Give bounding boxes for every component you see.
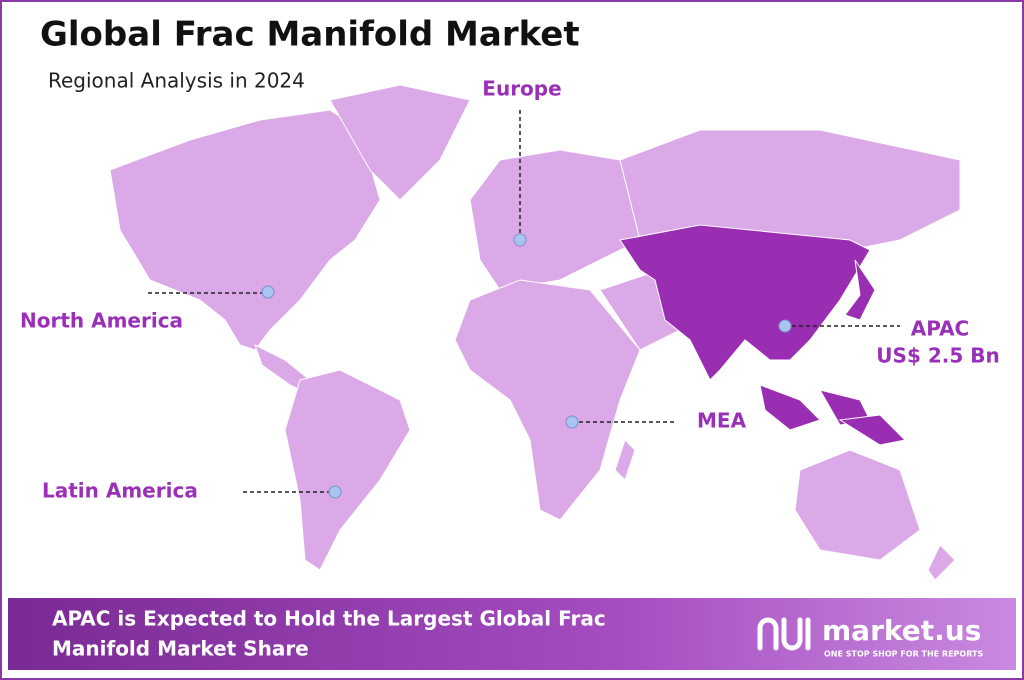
region-label: Latin America bbox=[42, 479, 198, 503]
footer-text: Manifold Market Share bbox=[52, 637, 309, 661]
world-map bbox=[109, 84, 961, 581]
region-value: US$ 2.5 Bn bbox=[876, 344, 999, 368]
subtitle: Regional Analysis in 2024 bbox=[48, 69, 305, 93]
title: Global Frac Manifold Market bbox=[40, 15, 580, 55]
tagline: ONE STOP SHOP FOR THE REPORTS bbox=[824, 650, 983, 659]
leaders bbox=[148, 110, 900, 499]
logo: market.us ONE STOP SHOP FOR THE REPORTS bbox=[757, 614, 983, 659]
footer-text: APAC is Expected to Hold the Largest Glo… bbox=[52, 607, 606, 631]
region-label: MEA bbox=[697, 409, 747, 433]
region-label: APAC bbox=[911, 317, 969, 341]
region-label: Europe bbox=[482, 77, 561, 101]
footer-band bbox=[8, 598, 1016, 670]
brand: market.us bbox=[822, 614, 981, 647]
region-label: North America bbox=[20, 309, 183, 333]
